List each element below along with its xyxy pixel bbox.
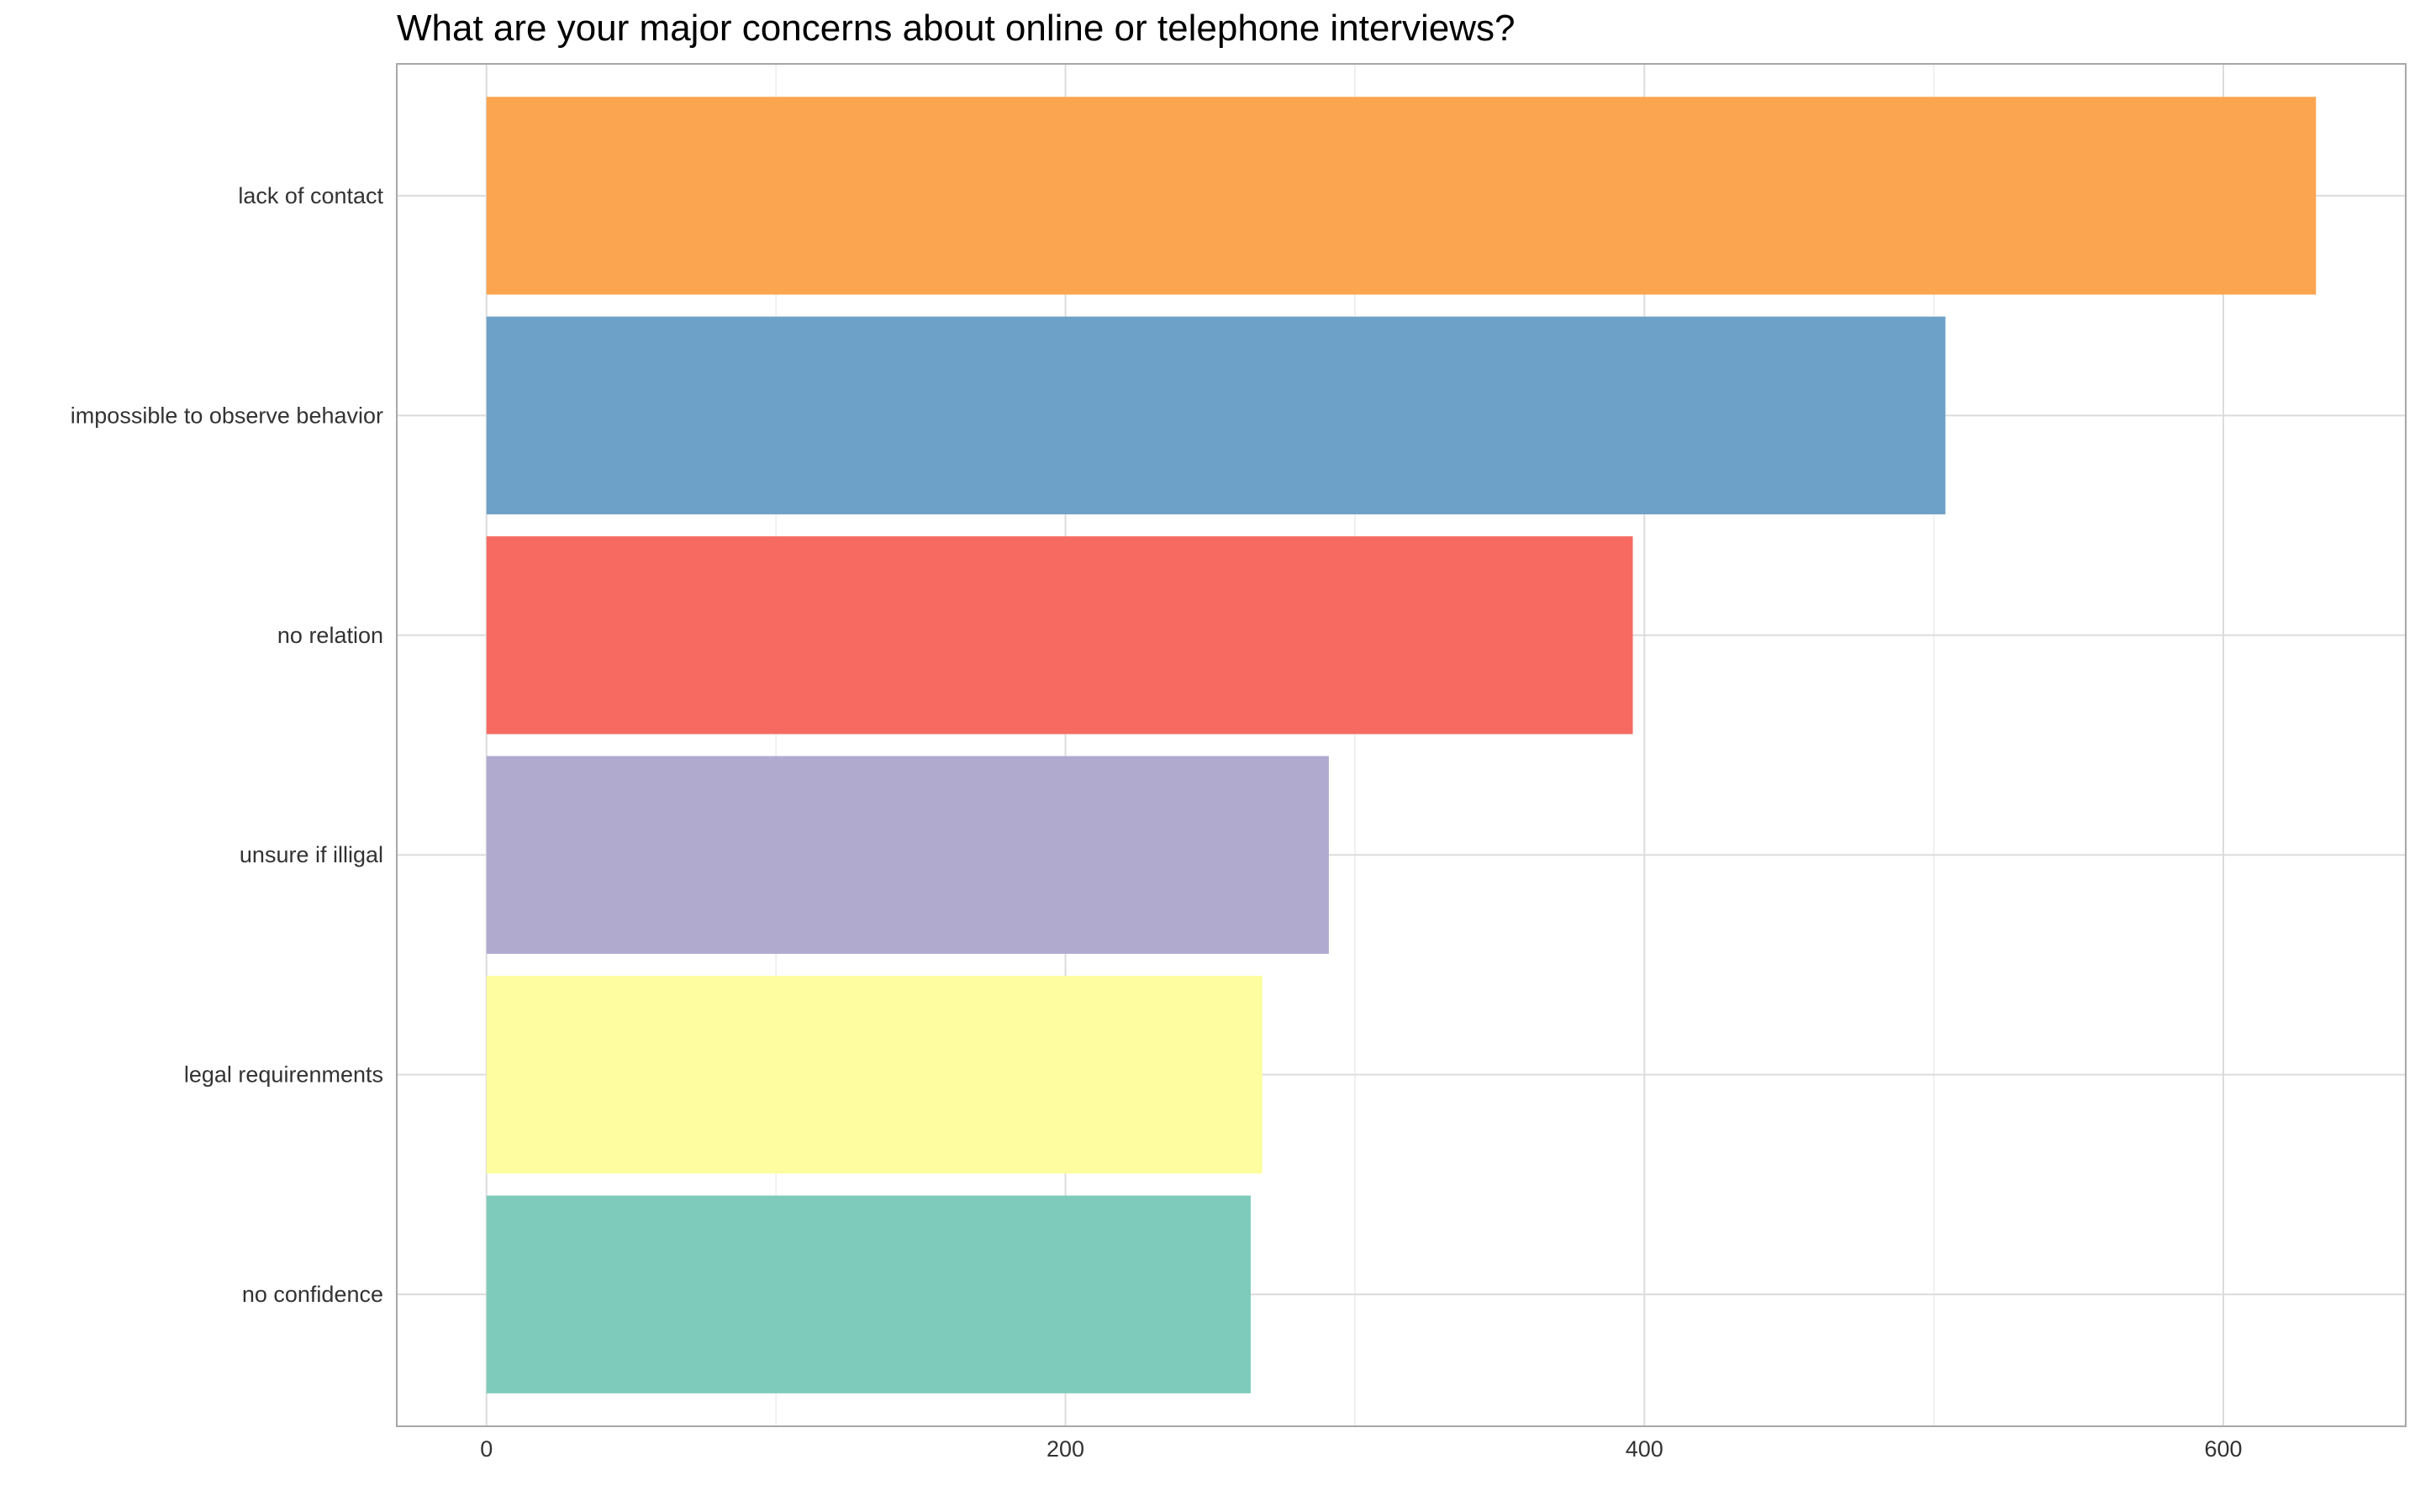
chart-title: What are your major concerns about onlin… [397, 8, 1516, 49]
x-tick-labels: 0 200 400 600 [480, 1436, 2242, 1462]
category-label: lack of contact [238, 183, 383, 208]
x-tick-label: 0 [480, 1436, 493, 1462]
category-label: no relation [277, 623, 383, 648]
bar [486, 316, 1946, 514]
x-tick-label: 200 [1047, 1436, 1084, 1462]
bar [486, 976, 1263, 1174]
bar [486, 97, 2317, 295]
x-tick-label: 600 [2205, 1436, 2243, 1462]
category-label: no confidence [242, 1282, 383, 1307]
category-label: legal requirenments [184, 1062, 383, 1088]
bars [486, 97, 2317, 1393]
category-label: impossible to observe behavior [71, 403, 383, 428]
bar [486, 756, 1329, 954]
x-tick-label: 400 [1626, 1436, 1663, 1462]
bar [486, 536, 1633, 735]
bar [486, 1195, 1251, 1393]
panel-border [396, 63, 2407, 1427]
category-label: unsure if illigal [240, 842, 383, 867]
category-labels: lack of contact impossible to observe beh… [71, 183, 384, 1307]
